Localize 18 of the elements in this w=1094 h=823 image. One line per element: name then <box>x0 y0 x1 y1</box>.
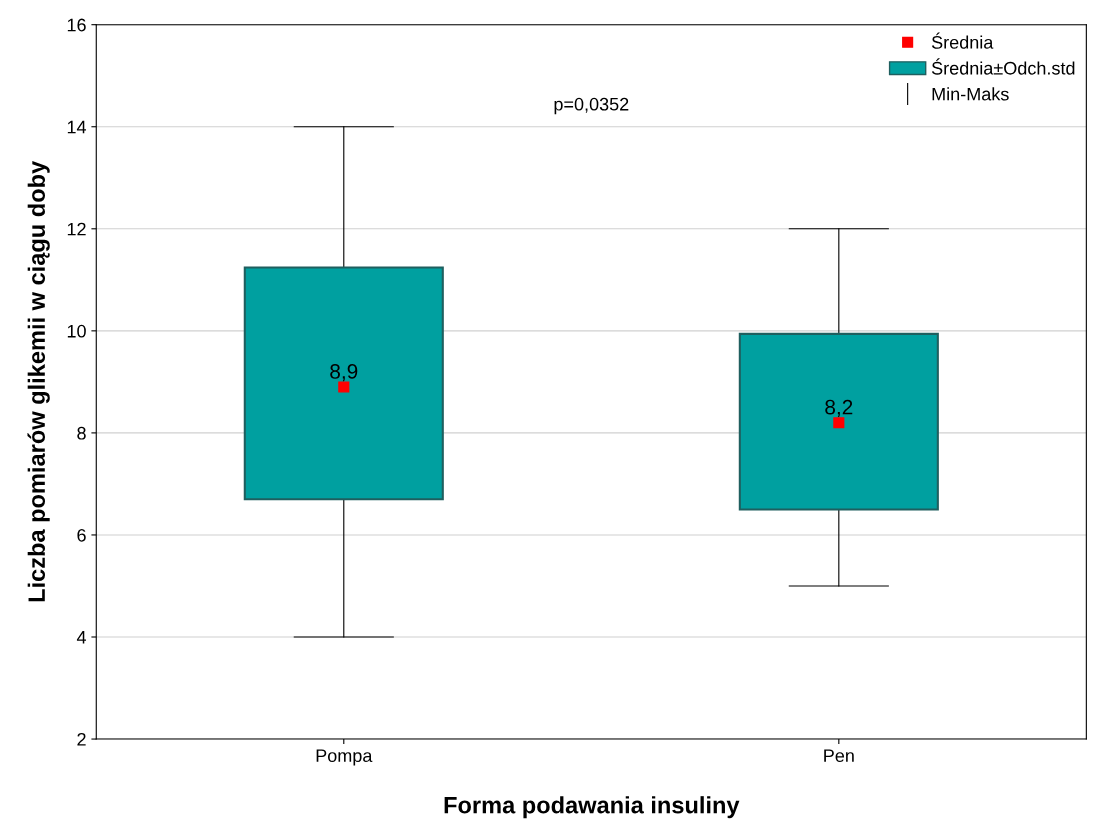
x-axis-title: Forma podawania insuliny <box>444 796 740 819</box>
annotation: p=0,0352 <box>554 97 629 115</box>
legend-label: Średnia <box>931 32 994 49</box>
x-tick-label: Pen <box>824 749 854 763</box>
x-tick-label: Pompa <box>316 749 373 766</box>
annotation: 8,2 <box>825 399 853 417</box>
y-tick-label: 10 <box>67 324 86 338</box>
y-tick-label: 2 <box>77 732 86 746</box>
y-tick-label: 14 <box>67 120 87 134</box>
y-tick-label: 4 <box>76 631 87 644</box>
y-tick-label: 12 <box>67 222 86 236</box>
legend-label: Średnia±Odch.std <box>931 58 1075 75</box>
y-tick-label: 16 <box>67 18 86 32</box>
annotation: Min-Maks <box>932 87 1009 101</box>
y-tick-label: 6 <box>77 528 86 542</box>
y-tick-label: 8 <box>77 426 86 440</box>
y-axis-title: Liczba pomiarów glikemii w ciągu doby <box>27 160 50 602</box>
annotation: 8,9 <box>330 364 358 382</box>
